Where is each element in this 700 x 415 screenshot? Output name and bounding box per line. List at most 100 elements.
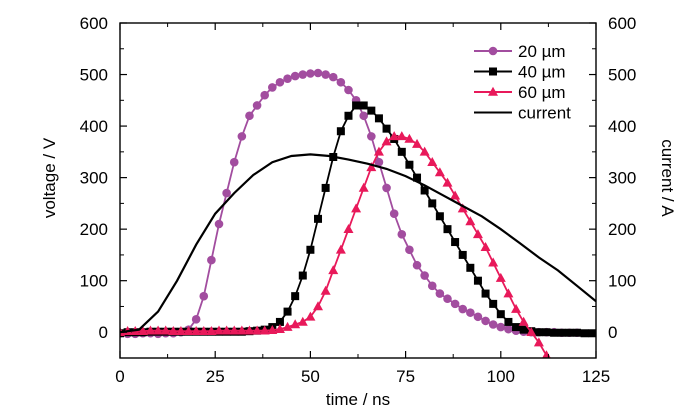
data-point bbox=[427, 281, 437, 291]
data-point bbox=[336, 77, 346, 87]
data-point bbox=[588, 329, 596, 338]
data-point bbox=[488, 320, 498, 329]
data-point bbox=[534, 328, 543, 337]
legend-label: current bbox=[518, 104, 571, 123]
data-point bbox=[495, 272, 506, 282]
data-point bbox=[481, 316, 490, 326]
x-tick-label: 0 bbox=[115, 367, 124, 386]
data-point bbox=[434, 167, 445, 177]
data-point bbox=[328, 72, 338, 82]
data-point bbox=[221, 325, 232, 335]
data-point bbox=[207, 255, 216, 265]
data-point bbox=[275, 317, 284, 326]
data-point bbox=[550, 328, 559, 337]
data-point bbox=[511, 303, 522, 313]
data-point bbox=[344, 111, 353, 120]
data-point bbox=[282, 321, 293, 331]
data-point bbox=[427, 156, 438, 166]
x-tick-label: 100 bbox=[487, 367, 515, 386]
data-point bbox=[389, 131, 400, 141]
legend-label: 20 µm bbox=[518, 42, 566, 61]
y-tick-label: 300 bbox=[80, 169, 108, 188]
data-point bbox=[389, 209, 399, 218]
data-point bbox=[306, 245, 315, 254]
data-point bbox=[291, 292, 300, 301]
data-point bbox=[321, 183, 330, 192]
data-point bbox=[382, 124, 391, 133]
data-point bbox=[252, 101, 262, 110]
y2-axis-label: current / A bbox=[658, 139, 677, 217]
data-point bbox=[481, 289, 490, 298]
series-1 bbox=[120, 101, 596, 338]
series-layer bbox=[120, 68, 596, 358]
data-point bbox=[565, 328, 574, 337]
data-point bbox=[458, 250, 467, 259]
data-point bbox=[283, 74, 292, 83]
data-point bbox=[267, 324, 278, 334]
data-point bbox=[191, 315, 201, 324]
y2-tick-label: 100 bbox=[608, 272, 636, 291]
legend-marker bbox=[488, 86, 498, 96]
data-point bbox=[457, 203, 468, 213]
data-point bbox=[466, 263, 475, 272]
data-point bbox=[572, 328, 581, 337]
data-point bbox=[306, 69, 315, 78]
data-point bbox=[504, 317, 513, 326]
legend-marker bbox=[489, 67, 497, 76]
data-point bbox=[366, 162, 377, 172]
data-point bbox=[496, 310, 505, 319]
data-point bbox=[450, 299, 460, 309]
data-point bbox=[321, 70, 330, 79]
y2-tick-label: 600 bbox=[608, 14, 636, 33]
data-point bbox=[496, 322, 506, 332]
data-point bbox=[480, 241, 491, 251]
data-point bbox=[298, 271, 307, 280]
data-point bbox=[214, 325, 225, 335]
data-point bbox=[244, 325, 255, 335]
legend-label: 60 µm bbox=[518, 83, 566, 102]
data-point bbox=[518, 316, 529, 326]
data-point bbox=[145, 325, 156, 335]
data-point bbox=[404, 133, 415, 143]
data-point bbox=[137, 326, 148, 335]
data-point bbox=[313, 68, 323, 78]
x-tick-label: 125 bbox=[582, 367, 610, 386]
x-tick-label: 75 bbox=[396, 367, 415, 386]
data-point bbox=[374, 157, 384, 167]
data-point bbox=[367, 106, 376, 115]
data-point bbox=[298, 70, 308, 79]
data-point bbox=[472, 229, 483, 239]
data-point bbox=[443, 294, 452, 304]
data-point bbox=[428, 199, 437, 208]
data-point bbox=[451, 238, 460, 247]
data-point bbox=[420, 186, 429, 195]
axes-layer: 0 25 50 75 100 125 0 100 200 300 400 500 600 0 100 200 3… bbox=[80, 14, 637, 386]
data-point bbox=[335, 244, 346, 254]
series-line bbox=[120, 104, 593, 335]
data-point bbox=[450, 190, 461, 200]
data-point bbox=[489, 299, 498, 308]
data-point bbox=[488, 257, 499, 267]
data-point bbox=[519, 325, 528, 334]
data-point bbox=[275, 77, 285, 87]
data-point bbox=[245, 111, 254, 121]
y2-tick-label: 400 bbox=[608, 117, 636, 136]
data-point bbox=[343, 223, 354, 233]
data-point bbox=[252, 325, 263, 335]
data-point bbox=[526, 327, 537, 337]
data-point bbox=[352, 101, 361, 110]
data-point bbox=[290, 319, 301, 329]
legend-label: 40 µm bbox=[518, 63, 566, 82]
data-point bbox=[397, 147, 406, 156]
data-point bbox=[396, 131, 407, 141]
data-point bbox=[237, 132, 247, 141]
data-point bbox=[229, 325, 240, 335]
data-point bbox=[420, 271, 429, 280]
series-0 bbox=[120, 68, 582, 339]
data-point bbox=[175, 326, 186, 335]
data-point bbox=[412, 260, 422, 270]
y-tick-label: 500 bbox=[80, 66, 108, 85]
data-point bbox=[290, 71, 300, 81]
data-point bbox=[183, 326, 194, 335]
